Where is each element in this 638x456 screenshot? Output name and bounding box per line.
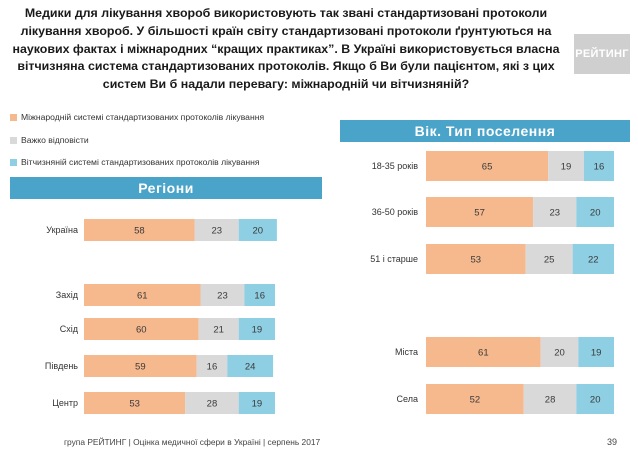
regions-data-label: 20 [253,226,264,237]
regions-banner: Регіони [10,177,322,199]
legend-label-domestic: Вітчизняній системі стандартизованих про… [21,157,260,167]
age-bar-segment [540,337,579,367]
age-category-label: Села [397,394,418,404]
age-settlement-banner: Вік. Тип поселення [340,120,630,142]
title-line-2: лікування хвороб. У більшості країн світ… [20,23,552,38]
age-data-label: 25 [544,255,555,266]
age-bar-segment [426,151,549,181]
age-data-label: 23 [549,208,560,219]
regions-category-label: Центр [52,398,78,408]
age-bar-segment [583,151,614,181]
slide-title: Медики для лікування хвороб використовую… [6,5,566,94]
regions-bar-segment [238,318,275,340]
age-bar-segment [576,384,614,414]
title-line-5: систем Ви б надали перевагу: міжнародній… [102,77,470,92]
regions-bar-segment [227,355,274,377]
regions-category-label: Україна [46,225,78,235]
regions-data-label: 59 [135,362,146,373]
age-bar-segment [525,244,573,274]
age-category-label: 51 і старше [370,254,418,264]
legend-label-international: Міжнародній системі стандартизованих про… [21,112,265,122]
age-data-label: 19 [561,162,572,173]
regions-bar-segment [244,284,275,306]
regions-data-label: 23 [211,226,222,237]
age-category-label: 36-50 років [372,207,418,217]
regions-bar-segment [84,284,201,306]
age-bar-segment [426,337,541,367]
rating-logo: РЕЙТИНГ [574,34,630,74]
regions-bar-segment [196,355,228,377]
age-data-label: 22 [588,255,599,266]
age-bar-segment [426,244,526,274]
age-bar-segment [572,244,614,274]
regions-data-label: 53 [129,399,140,410]
regions-bar-segment [84,318,199,340]
regions-category-label: Схід [60,324,79,334]
regions-bar-segment [200,284,245,306]
regions-data-label: 28 [207,399,218,410]
age-data-label: 20 [590,395,601,406]
regions-bar-segment [84,355,197,377]
age-data-label: 57 [474,208,485,219]
legend-swatch-domestic [10,158,17,166]
regions-banner-label: Регіони [138,180,194,196]
age-bar-segment [548,151,584,181]
legend-swatch-hard-to-say [10,136,17,144]
page-number: 39 [607,437,618,447]
age-bar-segment [576,197,614,227]
age-data-label: 65 [482,162,493,173]
regions-bar-segment [238,392,275,414]
title-line-4: вітчизняна система стандартизованих прот… [17,59,555,74]
footer-text: група РЕЙТИНГ | Оцінка медичної сфери в … [64,437,321,447]
age-bar-segment [523,384,577,414]
legend-swatch-international [10,113,17,121]
age-bar-segment [533,197,577,227]
regions-data-label: 60 [136,325,147,336]
regions-data-label: 21 [213,325,224,336]
age-data-label: 20 [554,348,565,359]
regions-data-label: 16 [207,362,218,373]
age-category-label: Міста [395,347,418,357]
age-data-label: 52 [470,395,481,406]
regions-bar-segment [198,318,239,340]
regions-bar-segment [84,392,186,414]
age-data-label: 28 [545,395,556,406]
age-data-label: 53 [471,255,482,266]
title-line-1: Медики для лікування хвороб використовую… [24,6,548,20]
legend-item-domestic: Вітчизняній системі стандартизованих про… [10,157,260,167]
age-data-label: 20 [590,208,601,219]
regions-data-label: 23 [217,291,228,302]
regions-data-label: 19 [252,325,263,336]
legend-item-hard-to-say: Важко відповісти [10,135,89,145]
age-data-label: 61 [478,348,489,359]
age-settlement-banner-label: Вік. Тип поселення [414,123,556,139]
age-bar-segment [578,337,614,367]
regions-data-label: 16 [254,291,265,302]
legend-item-international: Міжнародній системі стандартизованих про… [10,112,264,122]
regions-category-label: Південь [45,361,78,371]
regions-data-label: 19 [252,399,263,410]
logo-text: РЕЙТИНГ [575,48,629,60]
age-bar-segment [426,197,534,227]
title-line-3: наукових фактах і міжнародних “кращих пр… [12,41,560,56]
regions-bar-segment [194,219,239,241]
age-category-label: 18-35 років [372,161,418,171]
regions-bar-segment [238,219,277,241]
regions-data-label: 61 [137,291,148,302]
regions-data-label: 24 [245,362,256,373]
regions-data-label: 58 [134,226,145,237]
legend-label-hard-to-say: Важко відповісти [21,135,89,145]
age-data-label: 16 [594,162,605,173]
regions-bar-segment [185,392,239,414]
regions-bar-segment [84,219,195,241]
regions-category-label: Захід [56,290,79,300]
age-data-label: 19 [591,348,602,359]
age-bar-segment [426,384,524,414]
